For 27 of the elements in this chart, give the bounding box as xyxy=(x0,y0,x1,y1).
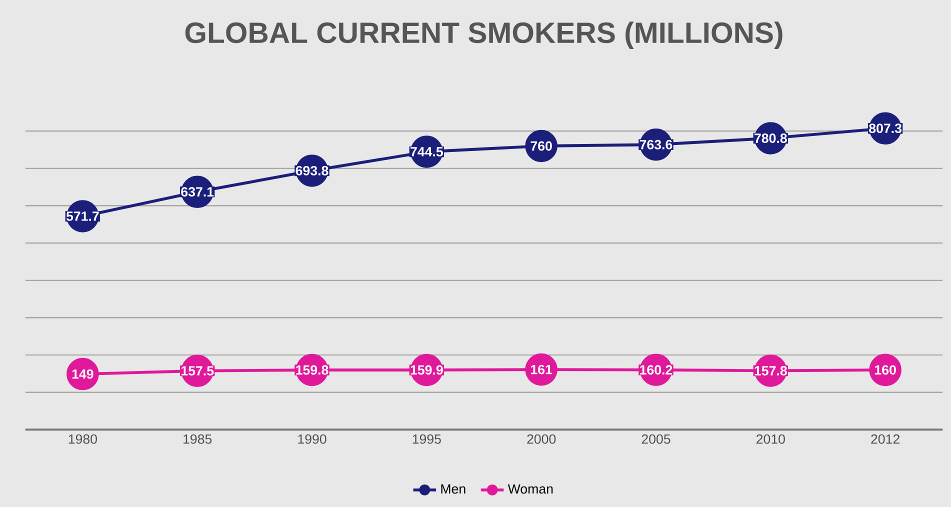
data-label: 157.8 xyxy=(754,366,787,376)
data-label: 160.2 xyxy=(640,365,672,375)
x-tick-label: 2000 xyxy=(527,434,556,444)
chart-title: GLOBAL CURRENT SMOKERS (MILLIONS) xyxy=(185,22,782,49)
data-label: 780.8 xyxy=(754,134,787,143)
legend-label: Woman xyxy=(508,484,553,494)
data-label: 637.1 xyxy=(181,187,214,197)
legend-label: Men xyxy=(441,484,466,494)
data-label: 149 xyxy=(72,369,94,379)
data-label: 571.7 xyxy=(66,212,99,221)
data-label: 807.3 xyxy=(869,124,902,134)
x-tick-label: 1980 xyxy=(68,434,97,444)
x-tick-label: 2010 xyxy=(756,434,785,444)
data-label: 763.6 xyxy=(640,140,672,150)
data-label: 160 xyxy=(875,365,896,375)
x-tick-label: 1995 xyxy=(412,434,441,444)
data-label: 161 xyxy=(531,364,552,374)
x-tick-label: 1990 xyxy=(298,434,326,444)
data-label: 693.8 xyxy=(296,166,328,176)
data-label: 744.5 xyxy=(410,147,443,156)
data-label: 760 xyxy=(530,141,552,151)
x-tick-label: 2005 xyxy=(642,434,670,444)
x-tick-label: 1985 xyxy=(184,434,212,444)
data-label: 159.9 xyxy=(410,365,443,375)
data-label: 159.8 xyxy=(296,365,328,375)
data-label: 157.5 xyxy=(181,366,214,376)
x-tick-label: 2012 xyxy=(871,434,900,444)
